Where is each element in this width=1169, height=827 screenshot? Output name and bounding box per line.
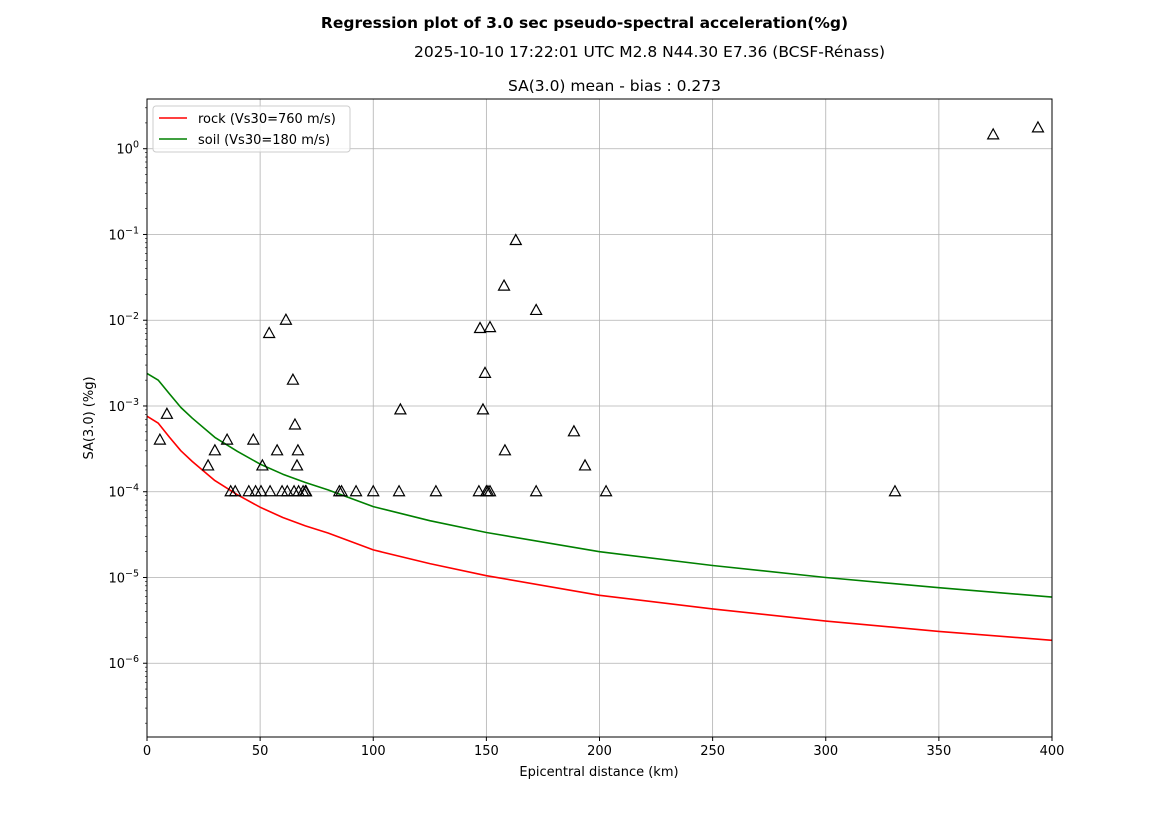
data-point-triangle [986, 127, 1000, 140]
data-point-triangle [262, 326, 276, 339]
y-axis-label: SA(3.0) (%g) [82, 376, 97, 459]
data-point-triangle [599, 484, 613, 497]
x-tick-label: 200 [587, 744, 612, 759]
data-point-triangle [220, 432, 234, 445]
data-point-triangle [290, 458, 304, 471]
data-point-triangle [483, 484, 497, 497]
data-point-triangle [160, 407, 174, 419]
observation-points [153, 120, 1045, 497]
data-point-triangle [366, 484, 380, 497]
data-point-triangle [242, 484, 256, 497]
data-point-triangle [349, 484, 363, 497]
x-tick-label: 300 [813, 744, 838, 759]
data-point-triangle [483, 320, 497, 333]
y-tick-label: 10−6 [108, 654, 139, 672]
data-point-triangle [478, 366, 492, 378]
y-tick-label: 10−2 [108, 311, 139, 329]
x-axis-label: Epicentral distance (km) [519, 765, 678, 780]
rock-curve [146, 415, 1053, 642]
data-point-triangle [888, 484, 902, 497]
data-point-triangle [529, 303, 543, 316]
y-tick-label: 10−1 [108, 225, 139, 243]
data-point-triangle [335, 484, 349, 497]
series-lines [146, 372, 1053, 642]
y-tick-label: 10−5 [108, 568, 139, 586]
data-point-triangle [299, 484, 313, 497]
axes-title: SA(3.0) mean - bias : 0.273 [508, 77, 721, 95]
y-tick-label: 10−3 [108, 397, 139, 415]
data-point-triangle [228, 484, 242, 497]
data-point-triangle [498, 443, 512, 456]
chart-title: Regression plot of 3.0 sec pseudo-spectr… [320, 14, 849, 32]
data-point-triangle [472, 484, 486, 497]
data-point-triangle [473, 321, 487, 334]
x-tick-label: 100 [361, 744, 386, 759]
data-point-triangle [1031, 120, 1045, 133]
axis-ticks: 0 50 100 150 200 250 300 350 400 10−6 10−5 10−4 10−3… [108, 107, 1065, 759]
data-point-triangle [429, 484, 443, 497]
soil-curve [146, 372, 1053, 598]
x-tick-label: 250 [700, 744, 725, 759]
data-point-triangle [255, 458, 269, 471]
x-tick-label: 0 [143, 744, 151, 759]
data-point-triangle [153, 432, 167, 445]
data-point-triangle [208, 443, 222, 456]
data-point-triangle [263, 484, 277, 497]
y-tick-label: 10−4 [108, 483, 139, 501]
legend: rock (Vs30=760 m/s) soil (Vs30=180 m/s) [152, 105, 351, 153]
data-point-triangle [279, 312, 293, 325]
x-tick-label: 50 [252, 744, 269, 759]
chart-subtitle: 2025-10-10 17:22:01 UTC M2.8 N44.30 E7.3… [414, 43, 885, 61]
data-point-triangle [291, 443, 305, 456]
data-point-triangle [529, 484, 543, 497]
y-tick-label: 100 [116, 140, 139, 158]
grid [146, 99, 1053, 737]
data-point-triangle [393, 402, 407, 415]
x-tick-label: 350 [926, 744, 951, 759]
data-point-triangle [280, 484, 294, 497]
legend-soil-label: soil (Vs30=180 m/s) [198, 133, 330, 148]
data-point-triangle [288, 417, 302, 430]
data-point-triangle [476, 402, 490, 415]
data-point-triangle [286, 372, 300, 385]
x-tick-label: 150 [474, 744, 499, 759]
legend-rock-label: rock (Vs30=760 m/s) [198, 112, 336, 127]
data-point-triangle [246, 432, 260, 445]
data-point-triangle [509, 233, 523, 246]
data-point-triangle [497, 278, 511, 291]
x-tick-label: 400 [1040, 744, 1065, 759]
data-point-triangle [392, 484, 406, 497]
data-point-triangle [578, 458, 592, 471]
data-point-triangle [270, 443, 284, 456]
data-point-triangle [567, 424, 581, 437]
data-point-triangle [254, 484, 268, 497]
data-point-triangle [201, 458, 215, 471]
